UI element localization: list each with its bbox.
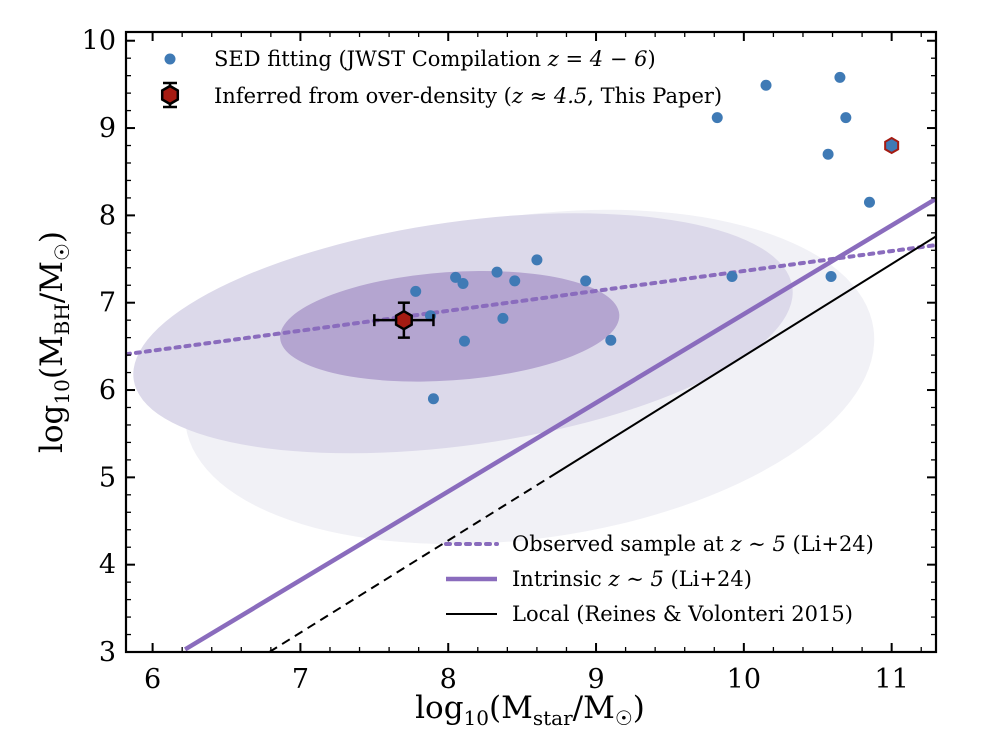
sed-point — [726, 271, 738, 283]
data-points — [373, 71, 900, 405]
sed-point — [491, 266, 503, 278]
legend-top: SED fitting (JWST Compilation z = 4 − 6)… — [160, 47, 722, 109]
x-tick-label: 10 — [727, 664, 761, 695]
y-tick-label: 4 — [99, 550, 116, 581]
x-tick-label: 7 — [292, 664, 309, 695]
confidence-ellipses — [133, 209, 875, 545]
y-tick-label: 6 — [99, 375, 116, 406]
sed-point — [863, 196, 875, 208]
sed-point — [834, 71, 846, 83]
plot-frame — [124, 30, 938, 654]
sed-point — [825, 271, 837, 283]
sed-point — [497, 312, 509, 324]
x-tick-label: 6 — [144, 664, 161, 695]
sed-point — [458, 335, 470, 347]
axis-ticks: 6 7 8 9 10 11 3 4 5 6 7 8 9 10 — [82, 26, 936, 695]
sed-point — [840, 112, 852, 124]
sed-point — [822, 148, 834, 160]
y-tick-label: 7 — [99, 288, 116, 319]
legend-intrinsic-label: Intrinsic z ∼ 5 (Li+24) — [512, 567, 752, 591]
line-observed — [126, 243, 936, 357]
legend-observed-label: Observed sample at z ∼ 5 (Li+24) — [512, 532, 874, 556]
y-tick-label: 9 — [99, 113, 116, 144]
sed-point — [509, 275, 521, 287]
sed-point — [711, 112, 723, 124]
this-paper-point — [394, 309, 413, 331]
y-axis-label: log10(MBH/M☉) — [34, 231, 74, 453]
x-tick-label: 11 — [874, 664, 908, 695]
sed-point — [450, 271, 462, 283]
x-tick-label: 9 — [587, 664, 604, 695]
x-axis-label: log10(Mstar/M☉) — [415, 690, 645, 730]
sed-point — [410, 285, 422, 297]
sed-point — [457, 277, 469, 289]
x-tick-label: 8 — [440, 664, 457, 695]
sed-point — [580, 275, 592, 287]
this-paper-point — [884, 136, 900, 155]
legend-sed-marker — [164, 53, 176, 65]
line-intrinsic — [183, 196, 936, 652]
legend-sed-label: SED fitting (JWST Compilation z = 4 − 6) — [214, 47, 656, 71]
line-local-extrapolated — [268, 476, 550, 652]
legend-this-paper-label: Inferred from over-density (z ≈ 4.5, Thi… — [214, 84, 722, 108]
line-local — [548, 235, 936, 479]
sed-point — [605, 334, 617, 346]
sed-point — [531, 254, 543, 266]
legend-this-paper-marker — [160, 81, 180, 109]
y-tick-label: 10 — [82, 26, 116, 57]
legend-bottom: Observed sample at z ∼ 5 (Li+24) Intrins… — [444, 532, 874, 626]
y-tick-label: 8 — [99, 200, 116, 231]
y-tick-label: 3 — [99, 637, 116, 668]
y-tick-label: 5 — [99, 462, 116, 493]
sed-point — [760, 79, 772, 91]
legend-local-label: Local (Reines & Volonteri 2015) — [512, 602, 853, 626]
relation-lines — [126, 196, 936, 652]
sed-point — [427, 393, 439, 405]
